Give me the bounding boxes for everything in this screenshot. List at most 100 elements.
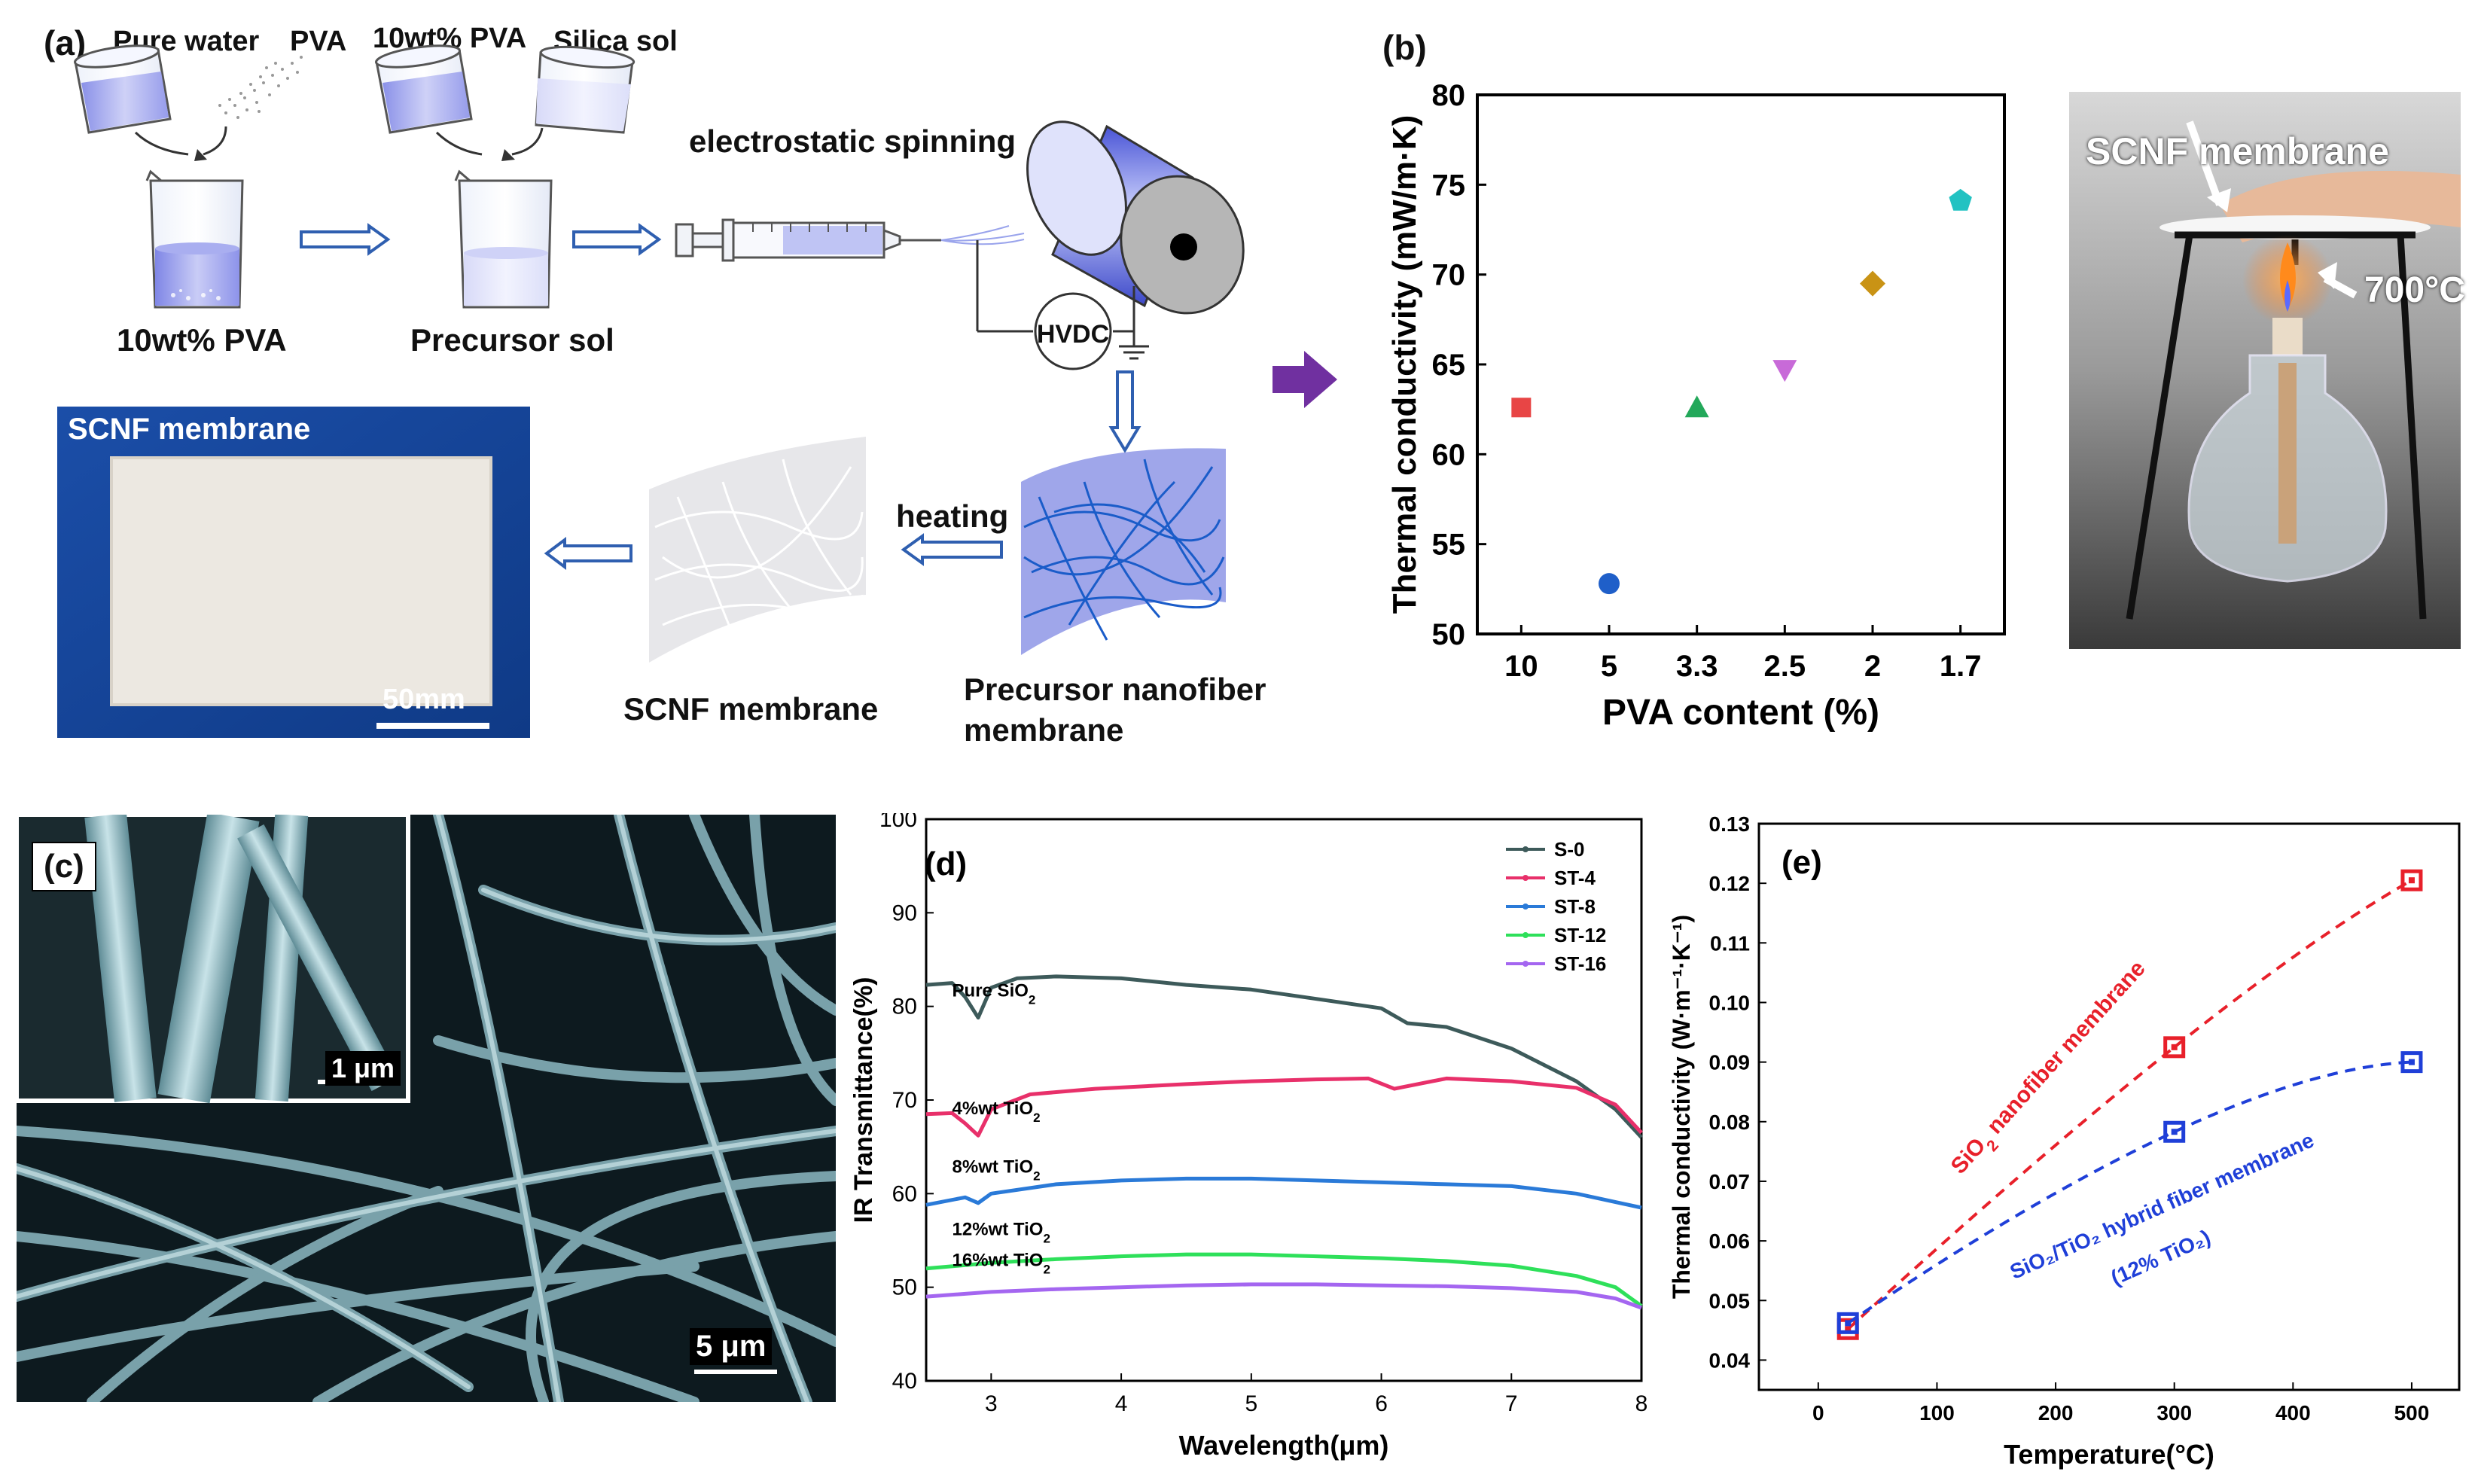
series-line-st-16 <box>925 1282 1642 1310</box>
panel-e-letter: (e) <box>1782 844 1822 881</box>
purple-arrow-icon <box>1273 351 1337 408</box>
series-label-sio2: SiO2 nanofiber membrane <box>1946 956 2156 1184</box>
precursor-membrane-label-2: membrane <box>964 712 1124 748</box>
scnf-membrane-icon <box>649 437 866 663</box>
y-tick-label-e: 0.11 <box>1710 931 1750 955</box>
arrow-left-icon-2 <box>544 537 632 570</box>
y-tick-label-d: 100 <box>879 813 917 832</box>
x-tick-label-e: 300 <box>2156 1401 2192 1425</box>
series-annotation-st-8: 8%wt TiO2 <box>952 1156 1041 1183</box>
panel-c-letter: (c) <box>32 842 96 891</box>
pva10-bottom-label: 10wt% PVA <box>117 322 287 358</box>
y-tick-label-d: 70 <box>892 1088 917 1113</box>
x-tick-label-d: 3 <box>985 1391 998 1416</box>
plot-frame-b <box>1476 93 2006 635</box>
data-point-center-e <box>1845 1320 1852 1327</box>
scale-bar-label-50mm: 50mm <box>383 684 465 715</box>
x-tick-label-e: 500 <box>2394 1401 2430 1425</box>
y-tick-label-d: 60 <box>892 1181 917 1206</box>
data-point-e <box>2163 1036 2186 1059</box>
data-point-center-e <box>2408 1059 2415 1065</box>
data-point-b <box>1772 360 1797 382</box>
syringe-icon <box>675 218 1025 262</box>
series-annotation-s-0: Pure SiO2 <box>952 981 1036 1007</box>
y-axis-label-d: IR Transmittance(%) <box>849 977 878 1223</box>
arrow-left-icon <box>901 533 1003 566</box>
x-tick-label-d: 6 <box>1375 1391 1388 1416</box>
legend-label-st-8: ST-8 <box>1554 895 1596 918</box>
fit-curve-1 <box>1847 1060 2412 1324</box>
pva-powder-icon <box>218 56 303 119</box>
series-line-s-0 <box>925 974 1643 1139</box>
data-point-b <box>1684 395 1709 418</box>
x-tick-label-d: 8 <box>1635 1391 1648 1416</box>
y-tick-label-e: 0.08 <box>1709 1111 1751 1134</box>
x-tick-label-b: 3.3 <box>1676 650 1718 683</box>
x-tick-label-b: 1.7 <box>1940 650 1982 683</box>
x-tick-label-d: 5 <box>1245 1391 1257 1416</box>
x-tick-label-e: 400 <box>2275 1401 2311 1425</box>
y-tick-label-d: 50 <box>892 1275 917 1300</box>
y-tick-label-b: 50 <box>1432 618 1466 651</box>
data-point-center-e <box>2408 877 2415 884</box>
y-axis-label-b: Thermal conductivity (mW/m·K) <box>1386 115 1423 614</box>
chart-d: 40 50 60 70 80 90 100 3 4 5 6 7 8 Pure SiO2 S-0 4%wt Ti… <box>849 813 1648 1461</box>
panel-b-letter: (b) <box>1382 28 1427 67</box>
series-line-st-12 <box>925 1252 1643 1308</box>
scnf-photo-label: SCNF membrane <box>68 413 311 446</box>
y-tick-label-b: 55 <box>1432 529 1466 562</box>
x-tick-label-e: 100 <box>1919 1401 1955 1425</box>
silica-sol-cup-icon <box>535 45 636 134</box>
hvdc-circuit <box>976 240 1149 370</box>
y-tick-label-e: 0.13 <box>1709 813 1751 836</box>
inset-scale-label: 1 μm <box>325 1051 401 1086</box>
data-point-b <box>1511 398 1532 418</box>
pva-label: PVA <box>290 26 347 57</box>
y-tick-label-d: 40 <box>892 1369 917 1394</box>
alcohol-lamp <box>2187 318 2388 583</box>
x-tick-label-b: 2.5 <box>1764 650 1806 683</box>
x-axis-label-e: Temperature(°C) <box>2004 1439 2214 1470</box>
y-tick-label-e: 0.04 <box>1709 1348 1751 1372</box>
legend-marker-s-0 <box>1522 846 1529 852</box>
plot-frame-e <box>1757 822 2461 1391</box>
data-point-e <box>2400 869 2423 891</box>
x-tick-label-e: 200 <box>2038 1401 2074 1425</box>
x-axis-label-b: PVA content (%) <box>1602 693 1879 733</box>
x-tick-label-b: 10 <box>1504 650 1538 683</box>
panel-a-letter: (a) <box>44 23 87 62</box>
panel-a-illustration: HVDC <box>57 44 1245 738</box>
heating-label: heating <box>896 498 1009 534</box>
data-point-center-e <box>1845 1326 1852 1333</box>
beaker-precursor-icon <box>454 169 553 309</box>
hvdc-label: HVDC <box>1037 320 1109 349</box>
y-tick-label-b: 75 <box>1432 169 1466 202</box>
pva-cup-icon <box>375 44 473 134</box>
plot-frame-d <box>925 818 1643 1382</box>
electrospinning-label: electrostatic spinning <box>689 123 1016 159</box>
legend-label-s-0: S-0 <box>1554 838 1584 861</box>
panel-d-letter: (d) <box>925 846 967 882</box>
flame-photo <box>2069 92 2461 649</box>
main-scale-label: 5 μm <box>690 1328 773 1365</box>
legend-label-st-16: ST-16 <box>1554 952 1606 975</box>
arrow-down-icon <box>1108 370 1141 453</box>
series-annotation-st-12: 12%wt TiO2 <box>952 1220 1050 1246</box>
y-tick-label-e: 0.12 <box>1709 872 1751 895</box>
scnf-photo <box>57 407 530 738</box>
arrow-right-icon-2 <box>572 223 662 256</box>
y-tick-label-b: 70 <box>1432 259 1466 292</box>
flame-photo-label: SCNF membrane <box>2086 130 2389 172</box>
beaker-pva-icon <box>145 169 244 309</box>
legend-marker-st-16 <box>1522 961 1529 967</box>
legend-marker-st-4 <box>1522 875 1529 881</box>
legend-marker-st-8 <box>1522 904 1529 910</box>
legend-label-st-12: ST-12 <box>1554 924 1606 946</box>
data-point-e <box>2163 1120 2186 1143</box>
data-point-b <box>1599 573 1620 595</box>
precursor-membrane-label-1: Precursor nanofiber <box>964 672 1266 707</box>
data-point-e <box>2400 1051 2423 1074</box>
y-tick-label-b: 65 <box>1432 349 1466 382</box>
data-point-center-e <box>2171 1044 2178 1050</box>
legend-marker-st-12 <box>1522 932 1529 938</box>
